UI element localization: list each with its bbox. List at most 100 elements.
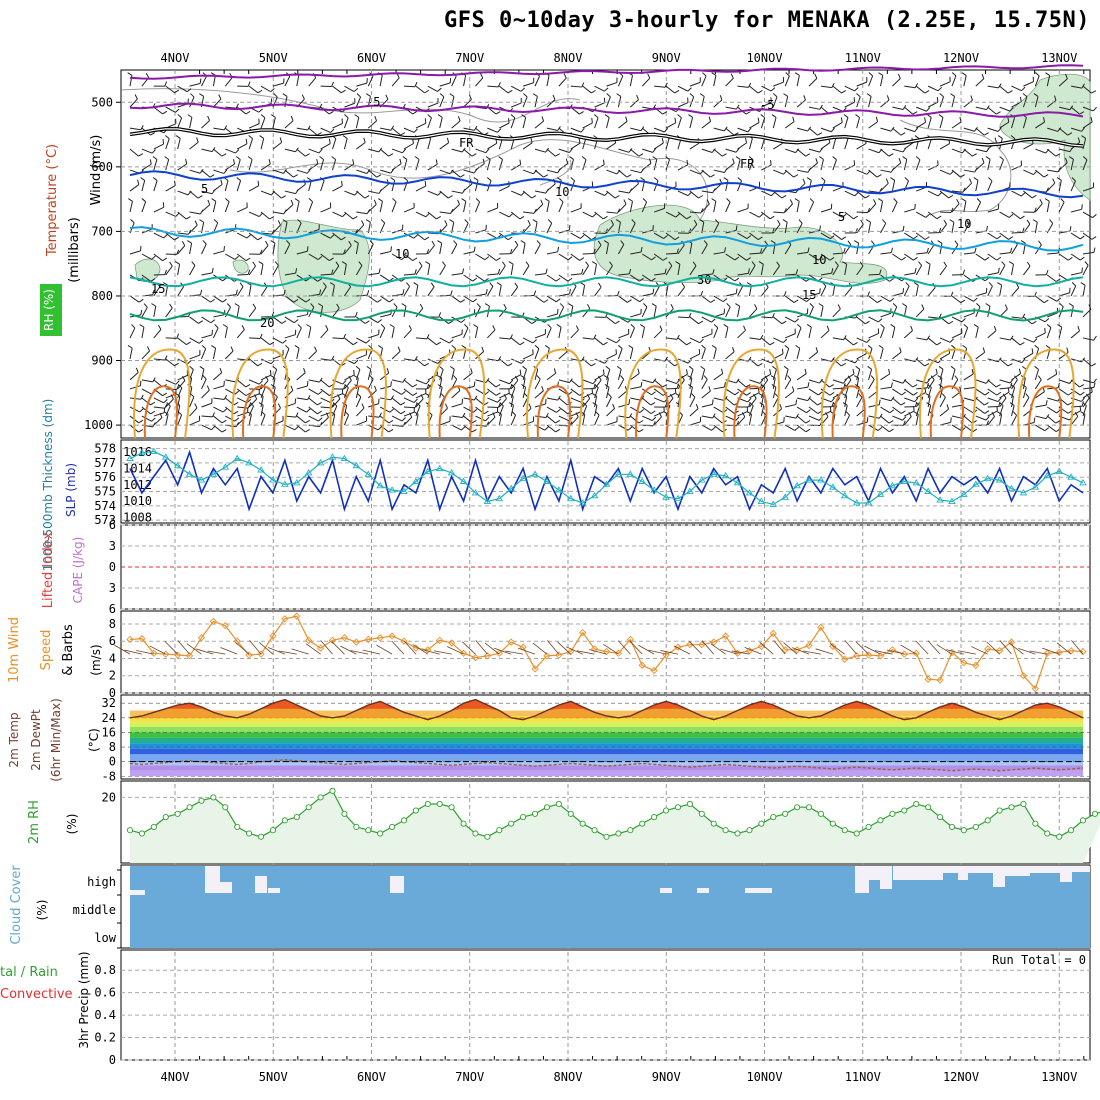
wind-barb-flag xyxy=(418,261,423,267)
wind-barb xyxy=(808,78,818,87)
wind-barb xyxy=(1046,75,1051,87)
wind-barb-flag xyxy=(970,95,973,101)
wind-barb-flag xyxy=(385,94,389,100)
wind-barb xyxy=(951,415,963,419)
wind-barb xyxy=(939,369,944,381)
wind-barb-flag xyxy=(1068,303,1074,307)
wind-barb xyxy=(236,143,248,150)
wind-barb-flag xyxy=(845,411,850,416)
wind-barb xyxy=(368,272,380,276)
wind-barb xyxy=(367,169,377,178)
wind-barb xyxy=(689,408,699,417)
wind-barb xyxy=(403,379,413,388)
x-label-bottom: 6NOV xyxy=(357,1070,386,1084)
wind-barb xyxy=(1023,81,1034,87)
wind-barb-flag xyxy=(770,375,776,379)
wind-barb-flag xyxy=(900,132,906,136)
wind-barb-flag xyxy=(616,365,622,370)
wind-barb xyxy=(916,106,927,112)
wind-barb-flag xyxy=(316,401,322,406)
wind-barb-flag xyxy=(233,401,239,406)
wind-barb-flag xyxy=(342,135,348,139)
wind-barb xyxy=(1070,379,1080,388)
wind-barb-flag xyxy=(472,298,478,303)
wind-barb xyxy=(915,358,925,367)
wind-barb-flag xyxy=(424,181,427,187)
wind-barb xyxy=(999,405,1004,417)
wind-barb xyxy=(224,180,229,192)
wind-barb-flag xyxy=(234,303,240,307)
wind-speed-point xyxy=(328,636,337,644)
wind-barb-flag xyxy=(547,323,552,329)
x-label-top: 7NOV xyxy=(455,51,484,65)
rh-point xyxy=(1020,800,1027,808)
rh-point xyxy=(484,833,491,840)
wind-barb xyxy=(391,127,401,136)
wind-barb-flag xyxy=(902,303,907,307)
wind-barb xyxy=(212,348,217,360)
wind-barb xyxy=(1082,232,1093,240)
wind-barb xyxy=(201,295,211,303)
wind-barb xyxy=(224,350,234,360)
wind-barb xyxy=(522,353,534,360)
rh-tick-label: 20 xyxy=(102,790,116,804)
wind-barb-flag xyxy=(390,177,395,181)
wind-barb xyxy=(570,159,574,171)
wind-barb-flag xyxy=(419,303,424,309)
cloud-tick-label: low xyxy=(94,931,116,945)
temp-hill-fill-lower xyxy=(130,708,1083,720)
warm-isotherm xyxy=(427,348,486,439)
wind-barb-flag xyxy=(1033,338,1038,343)
wind-barb-flag xyxy=(878,318,883,323)
wind-barb xyxy=(475,253,486,261)
rh-point xyxy=(567,810,574,817)
wind-barb xyxy=(534,190,546,194)
wind-barb-flag xyxy=(519,159,522,165)
wind-barb xyxy=(463,251,475,255)
wind-barb xyxy=(759,642,774,655)
wind-barb xyxy=(856,353,867,360)
wind-barb xyxy=(570,142,581,150)
wind-barb xyxy=(213,127,225,131)
rh-point xyxy=(496,827,503,834)
wind-barb xyxy=(451,390,461,399)
wind-barb xyxy=(272,316,283,324)
wind-barb xyxy=(665,265,673,276)
wind-barb xyxy=(1046,201,1050,213)
wind-barb xyxy=(177,138,181,150)
wind-barb xyxy=(713,397,725,401)
wind-barb xyxy=(570,273,582,276)
rh-point xyxy=(889,810,896,817)
wind-barb-flag xyxy=(353,87,359,92)
wind-barb-flag xyxy=(326,412,329,418)
wind-barb-flag xyxy=(544,345,550,349)
wind-barb-flag xyxy=(306,177,312,181)
wind-barb xyxy=(451,295,461,303)
wind-barb-flag xyxy=(245,110,251,115)
thickness-point xyxy=(1055,467,1063,474)
wind-barb-flag xyxy=(189,393,195,398)
wind-barb xyxy=(880,312,892,318)
wind-barb xyxy=(1071,640,1084,655)
wind-barb xyxy=(653,180,659,192)
wind-barb-flag xyxy=(825,412,829,417)
wind-barb-flag xyxy=(700,365,705,370)
wind-barb xyxy=(487,388,497,396)
wind-barb-flag xyxy=(1056,409,1061,414)
rh-point xyxy=(198,797,205,804)
wind-barb xyxy=(606,353,617,360)
wind-barb xyxy=(487,416,496,426)
wind-barb xyxy=(165,358,175,367)
wind-barb xyxy=(320,397,331,404)
wind-barb xyxy=(141,274,152,282)
wind-barb xyxy=(820,285,827,297)
wind-barb-flag xyxy=(997,267,1000,273)
wind-barb-flag xyxy=(927,383,932,388)
temp-color-band xyxy=(130,754,1083,762)
wind-barb xyxy=(511,102,522,108)
wind-barb-flag xyxy=(1021,313,1026,319)
wind-barb-flag xyxy=(247,81,251,87)
wind-barb-flag xyxy=(507,89,513,94)
wind-barb xyxy=(237,207,248,213)
thickness-point xyxy=(829,483,837,490)
